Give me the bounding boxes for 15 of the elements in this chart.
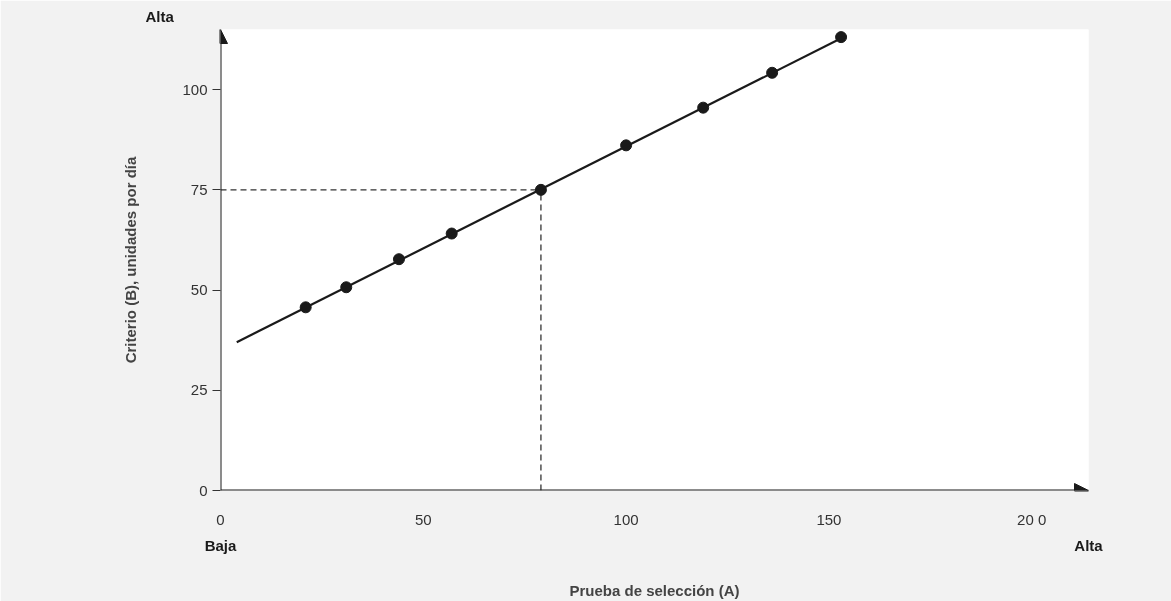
y-tick-label: 50 <box>190 281 208 299</box>
text: Baja <box>204 536 237 554</box>
x-axis-title: Prueba de selección (A) <box>569 581 740 599</box>
x-tick-label: 150 <box>816 510 842 528</box>
x-tick-label: 20 0 <box>1017 510 1047 528</box>
x-tick-label: 100 <box>613 510 639 528</box>
y-axis-title: Criterio (B), unidades por día <box>122 156 140 364</box>
text: Alta <box>1074 536 1104 554</box>
x-tick-label: 0 <box>216 510 225 528</box>
y-tick-label: 100 <box>182 80 208 98</box>
y-tick-label: 0 <box>199 481 208 499</box>
x-tick-label: 50 <box>414 510 432 528</box>
y-tick-label: 75 <box>190 180 208 198</box>
text: Alta <box>145 7 175 25</box>
y-tick-label: 25 <box>190 381 208 399</box>
